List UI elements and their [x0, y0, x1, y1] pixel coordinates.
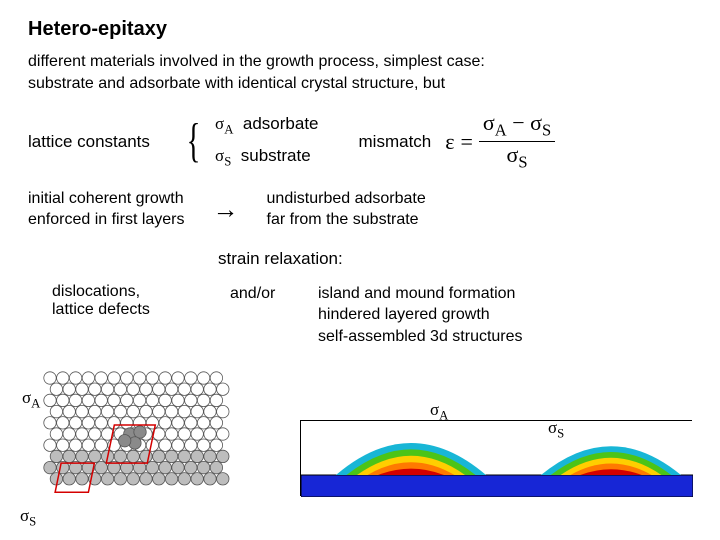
- intro-line-1: different materials involved in the grow…: [28, 53, 485, 70]
- andor-label: and/or: [230, 285, 290, 348]
- mismatch-formula: ε = σA − σS σS: [445, 112, 555, 171]
- sigma-a-symbol: σA: [215, 114, 233, 133]
- coherent-growth-row: initial coherent growthenforced in first…: [28, 189, 692, 231]
- coherent-right: undisturbed adsorbatefar from the substr…: [267, 189, 426, 231]
- sigma-a-row: σA adsorbate: [215, 114, 318, 137]
- lattice-constants-block: lattice constants { σA adsorbate σS subs…: [28, 112, 692, 171]
- mismatch-label: mismatch: [359, 132, 432, 152]
- formula-lhs: ε: [445, 129, 454, 155]
- intro-line-2: substrate and adsorbate with identical c…: [28, 75, 445, 92]
- formula-fraction: σA − σS σS: [479, 112, 555, 171]
- lattice-constants-label: lattice constants: [28, 132, 178, 152]
- lattice-fig-sigma-a: σA: [22, 388, 40, 411]
- arrow-icon: →: [213, 195, 239, 225]
- sigma-a-text: adsorbate: [243, 114, 319, 133]
- lattice-figure: σA σS: [42, 370, 242, 520]
- island-formation-block: island and mound formation hindered laye…: [318, 283, 692, 348]
- lattice-fig-sigma-s: σS: [20, 506, 36, 529]
- formula-numerator: σA − σS: [479, 112, 555, 142]
- lattice-svg: [42, 370, 242, 520]
- island-fig-sigma-a: σA: [430, 400, 448, 423]
- intro-paragraph: different materials involved in the grow…: [28, 51, 692, 94]
- sigma-s-row: σS substrate: [215, 146, 318, 169]
- sigma-s-symbol: σS: [215, 146, 231, 165]
- page-title: Hetero-epitaxy: [28, 18, 692, 41]
- coherent-left: initial coherent growthenforced in first…: [28, 189, 185, 231]
- strain-relaxation-label: strain relaxation:: [218, 249, 692, 269]
- curly-brace-icon: {: [187, 122, 201, 160]
- relaxation-options-row: dislocations,lattice defects and/or isla…: [28, 283, 692, 348]
- island-svg: [301, 421, 693, 497]
- sigma-s-text: substrate: [241, 146, 311, 165]
- sigma-definitions: σA adsorbate σS substrate: [215, 114, 318, 169]
- island-figure: [300, 420, 692, 496]
- island-fig-sigma-s: σS: [548, 418, 564, 441]
- formula-equals: =: [461, 129, 473, 155]
- dislocations-block: dislocations,lattice defects: [52, 283, 202, 348]
- formula-denominator: σS: [507, 142, 528, 171]
